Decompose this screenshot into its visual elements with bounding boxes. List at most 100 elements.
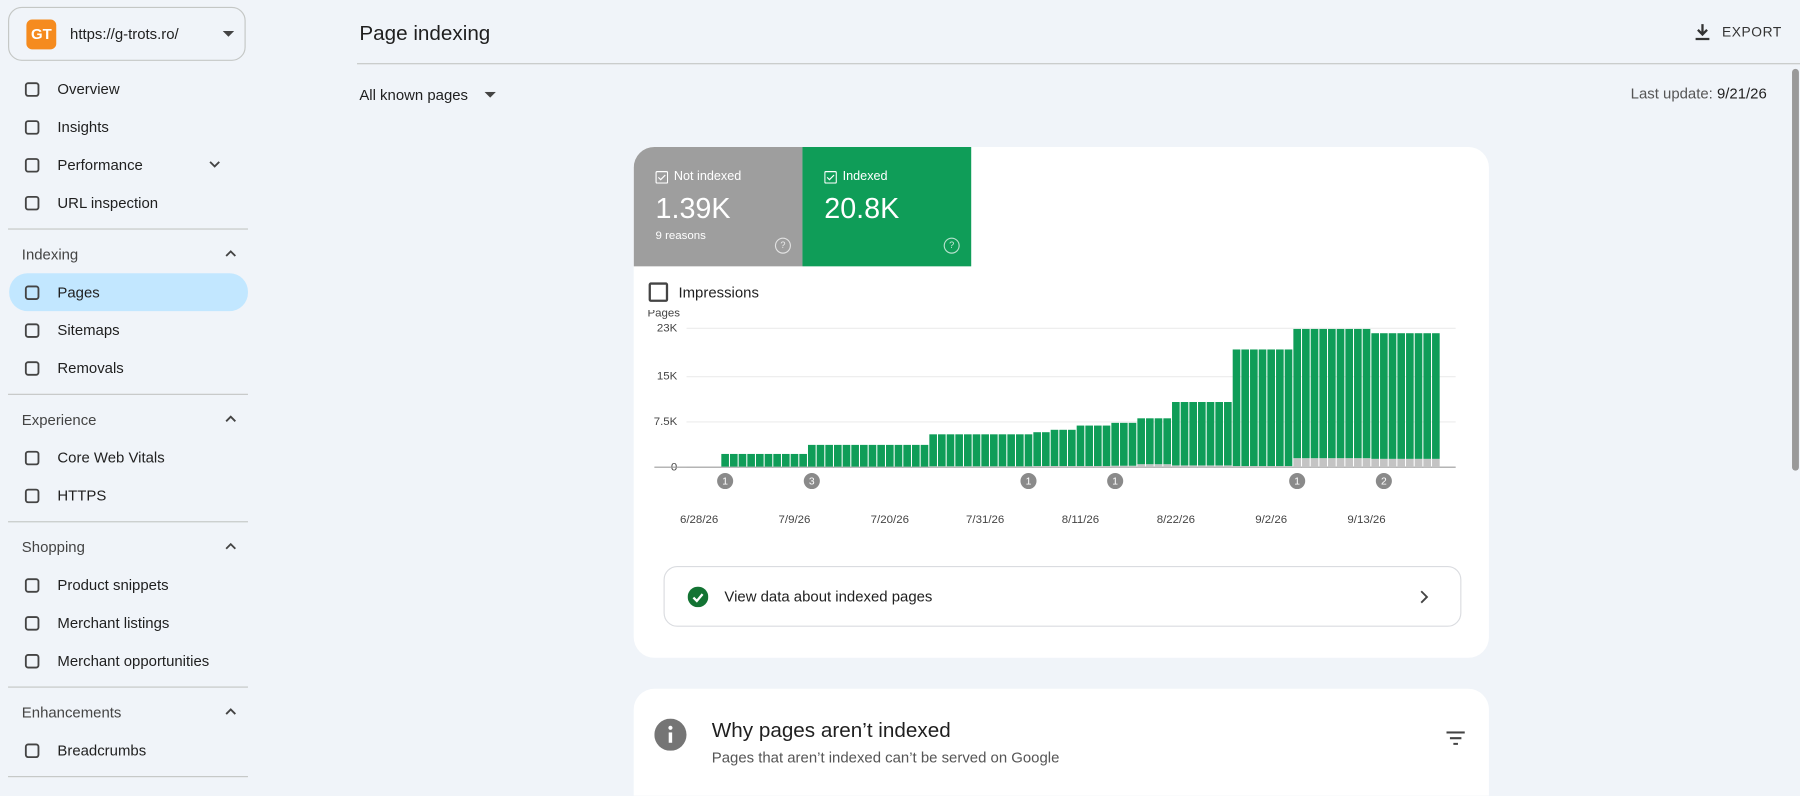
annotation-marker[interactable] [1289, 472, 1306, 490]
x-tick-label: 7/31/26 [966, 514, 1004, 526]
annotation-marker[interactable] [803, 472, 820, 490]
bar-segment [764, 453, 773, 467]
bar-segment [1328, 328, 1336, 459]
nav-item[interactable]: Insights [9, 108, 248, 146]
nav-icon [24, 322, 40, 338]
bar-segment [764, 466, 773, 468]
export-button[interactable]: EXPORT [1694, 23, 1781, 41]
filter-label: All known pages [359, 86, 469, 104]
bar-segment [1293, 458, 1301, 468]
impressions-toggle[interactable]: Impressions [648, 282, 759, 302]
info-icon [654, 718, 687, 751]
logo: GT [26, 19, 57, 50]
nav-item[interactable]: Overview [9, 70, 248, 108]
bar-segment [1111, 465, 1119, 468]
nav-item-label: Insights [57, 118, 109, 136]
nav-item[interactable]: Sitemaps [9, 311, 248, 349]
last-update-label: Last update: [1630, 84, 1713, 103]
nav-item[interactable]: Core Web Vitals [9, 439, 248, 477]
help-icon[interactable]: ? [943, 237, 960, 254]
tile-value: 20.8K [824, 192, 900, 226]
nav-item[interactable]: Performance [9, 146, 248, 184]
check-icon [687, 586, 709, 607]
bar-segment [807, 444, 816, 467]
nav-item[interactable]: Merchant listings [9, 604, 248, 642]
bar-segment [1172, 465, 1180, 468]
bar-segment [1406, 458, 1414, 468]
annotation-label: 1 [1026, 476, 1032, 487]
nav-heading-text: Experience [21, 410, 97, 429]
annotation-marker[interactable] [717, 472, 734, 490]
nav-heading[interactable]: Security & Manual Actions [8, 783, 248, 795]
nav-item[interactable]: Removals [9, 349, 248, 387]
nav-heading[interactable]: Indexing [8, 235, 248, 273]
bar-segment [1397, 458, 1406, 468]
nav-item[interactable]: Merchant opportunities [9, 642, 248, 680]
bar-segment [1050, 429, 1059, 467]
view-indexed-link[interactable]: View data about indexed pages [663, 565, 1462, 627]
bar-segment [1198, 465, 1206, 468]
bar-segment [1362, 328, 1371, 459]
nav-section: Experience Core Web Vitals HTTPS [8, 393, 248, 515]
annotation-marker[interactable] [1107, 472, 1124, 490]
annotation-marker[interactable] [1375, 472, 1392, 490]
nav-heading[interactable]: Enhancements [8, 693, 248, 731]
bar-segment [1423, 458, 1432, 468]
bar-segment [781, 466, 790, 468]
bar-segment [790, 466, 799, 468]
nav-icon [24, 157, 40, 172]
x-tick-label: 9/2/26 [1255, 514, 1287, 526]
scrollbar[interactable] [1792, 68, 1799, 471]
bar-segment [1068, 429, 1076, 467]
bar-segment [1016, 434, 1024, 467]
bar-segment [1206, 402, 1215, 466]
property-selector[interactable]: GT https://g-trots.ro/ [8, 6, 246, 61]
nav-item[interactable]: Pages [9, 273, 248, 312]
bar-segment [781, 453, 790, 467]
nav-item[interactable]: Product snippets [9, 566, 248, 604]
bar-segment [1094, 425, 1102, 467]
bar-segment [1172, 402, 1180, 466]
nav-icon [24, 450, 40, 465]
nav-section: Indexing Pages Sitemaps Removals [8, 228, 248, 386]
nav-item-label: Breadcrumbs [57, 741, 147, 759]
bar-segment [1016, 466, 1024, 468]
help-icon[interactable]: ? [774, 237, 791, 254]
indexed-tile[interactable]: Indexed 20.8K ? [802, 146, 972, 267]
chevron-path [225, 542, 236, 550]
annotation-label: 1 [1112, 476, 1118, 487]
bar-segment [938, 434, 946, 467]
bar-segment [851, 466, 859, 468]
icon-shape [24, 450, 40, 465]
bar-segment [851, 444, 859, 467]
nav-section: Shopping Product snippets Merchant listing… [8, 521, 248, 679]
bar-segment [868, 444, 877, 467]
x-tick-label: 6/28/26 [680, 514, 718, 526]
bar-segment [1085, 466, 1093, 468]
icon-shape [24, 615, 40, 631]
bar-segment [842, 466, 851, 468]
chevron [225, 542, 236, 550]
bar-segment [1397, 333, 1406, 459]
nav-item[interactable]: Breadcrumbs [9, 731, 248, 769]
bar-segment [1128, 465, 1137, 468]
filter-dropdown[interactable]: All known pages [359, 86, 496, 104]
icon-shape [24, 742, 40, 758]
nav-heading[interactable]: Shopping [8, 528, 248, 566]
annotation-label: 1 [722, 476, 728, 487]
bar-segment [755, 453, 764, 467]
nav-item[interactable]: HTTPS [9, 476, 248, 514]
bar-segment [799, 466, 807, 468]
bar-segment [1371, 458, 1380, 468]
nav-item[interactable]: URL inspection [9, 184, 248, 222]
nav-heading[interactable]: Experience [8, 401, 248, 439]
not-indexed-tile[interactable]: Not indexed 1.39K 9 reasons ? [633, 146, 803, 267]
chevron [209, 161, 220, 168]
bar-segment [1267, 466, 1275, 468]
nav-icon [24, 615, 40, 631]
filter-icon[interactable] [1446, 731, 1465, 745]
bar-segment [1094, 466, 1102, 468]
bar-segment [1146, 464, 1154, 468]
bar-segment [912, 444, 920, 467]
annotation-marker[interactable] [1020, 472, 1037, 490]
